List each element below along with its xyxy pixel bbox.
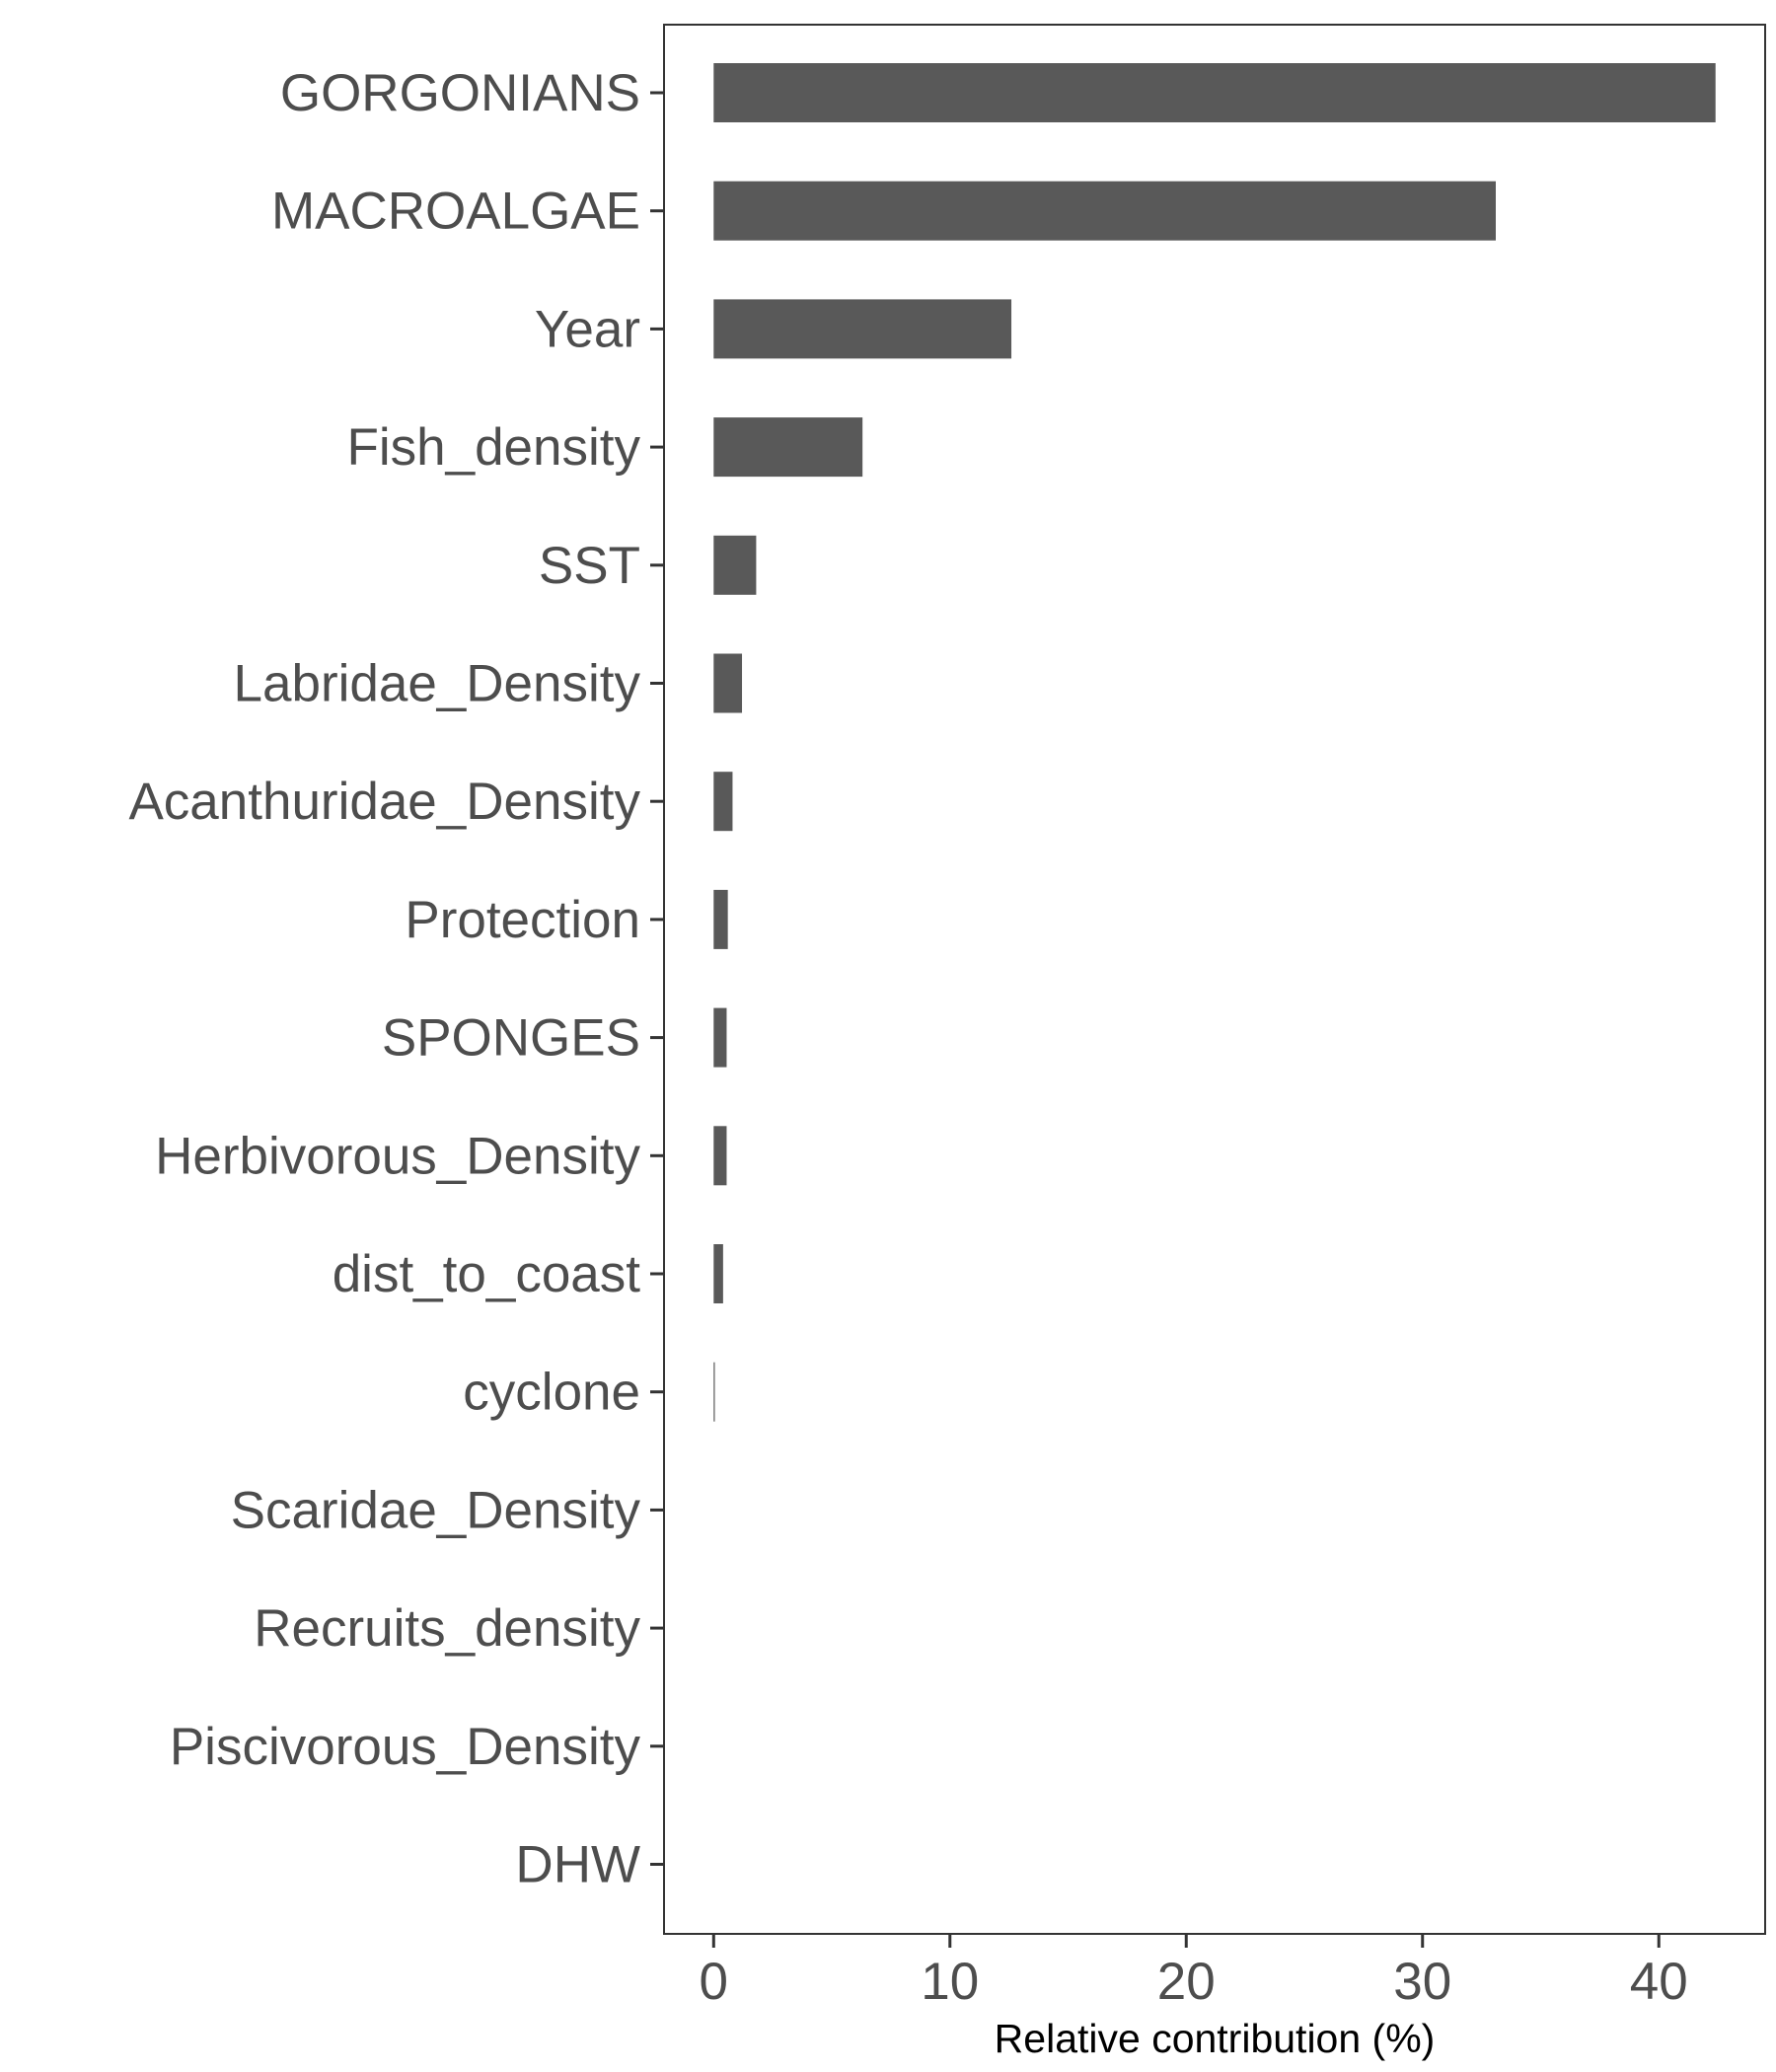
- category-label: MACROALGAE: [271, 183, 640, 241]
- category-label: GORGONIANS: [280, 64, 640, 122]
- x-tick-label: 0: [700, 1953, 728, 2011]
- category-label: Labridae_Density: [234, 655, 641, 713]
- category-label: Herbivorous_Density: [155, 1127, 640, 1185]
- bar: [713, 417, 863, 478]
- plot-panel-border: [663, 24, 1766, 1935]
- category-label: Fish_density: [346, 418, 640, 477]
- x-axis-title: Relative contribution (%): [995, 2016, 1436, 2061]
- bar: [713, 535, 757, 595]
- category-label: cyclone: [463, 1364, 640, 1422]
- x-tick-label: 20: [1157, 1953, 1216, 2011]
- category-label: Piscivorous_Density: [170, 1718, 641, 1776]
- bar: [713, 181, 1496, 241]
- bar: [713, 653, 743, 713]
- category-axis: GORGONIANS MACROALGAE Year Fish_density SST L…: [128, 64, 664, 1894]
- category-label: Recruits_density: [254, 1599, 640, 1658]
- category-label: Scaridae_Density: [231, 1481, 641, 1539]
- category-label: Year: [535, 300, 640, 358]
- category-label: Acanthuridae_Density: [128, 773, 640, 831]
- bar: [713, 1126, 727, 1186]
- x-axis: 0 10 20 30 40: [700, 1934, 1688, 2011]
- bar: [713, 1007, 727, 1068]
- category-label: dist_to_coast: [333, 1245, 641, 1303]
- x-tick-label: 40: [1630, 1953, 1688, 2011]
- bar: [713, 772, 733, 832]
- bar: [713, 63, 1716, 122]
- bar: [713, 1362, 715, 1422]
- x-tick-label: 10: [921, 1953, 979, 2011]
- bar: [713, 889, 728, 949]
- bar: [713, 1244, 723, 1303]
- category-label: DHW: [515, 1836, 640, 1894]
- category-label: SST: [539, 537, 640, 595]
- x-tick-label: 30: [1393, 1953, 1451, 2011]
- bars: [713, 63, 1716, 1422]
- category-label: Protection: [405, 891, 640, 949]
- bar: [713, 299, 1012, 359]
- category-label: SPONGES: [382, 1009, 640, 1068]
